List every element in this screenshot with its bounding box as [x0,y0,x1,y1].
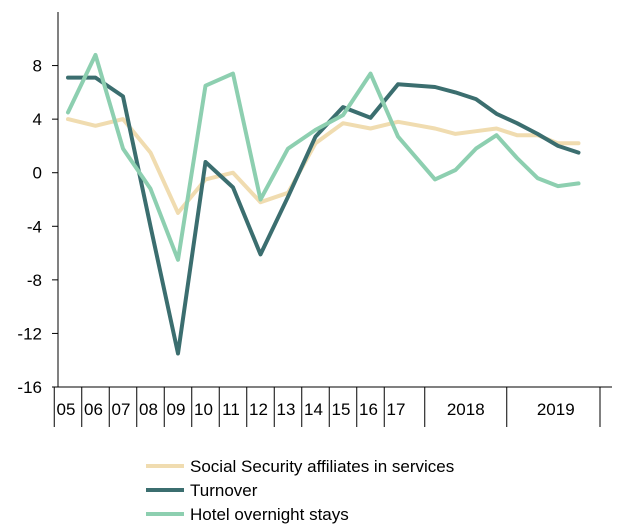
x-tick-label: 12 [249,400,268,419]
series-line-2 [66,75,581,356]
x-tick-label: 10 [194,400,213,419]
y-tick-label: -8 [27,271,42,290]
y-tick-label: 4 [33,110,42,129]
x-tick-label: 2018 [447,400,485,419]
series-layer [66,52,581,356]
legend-label: Social Security affiliates in services [190,457,454,476]
legend-label: Turnover [190,481,258,500]
x-tick-label: 06 [84,400,103,419]
series-line-1 [66,117,581,215]
y-tick-label: -16 [17,378,42,397]
x-tick-label: 14 [304,400,323,419]
x-tick-label: 07 [112,400,131,419]
x-tick-label: 2019 [537,400,575,419]
y-tick-label: 8 [33,57,42,76]
x-tick-label: 13 [277,400,296,419]
x-tick-label: 17 [387,400,406,419]
y-tick-label: -4 [27,217,42,236]
x-tick-label: 05 [57,400,76,419]
x-tick-label: 11 [222,400,240,419]
x-tick-label: 08 [139,400,158,419]
axis-layer: -16 -12 -8 -4 0 4 8 05 06 07 08 09 10 11 12 13 14 15 16 17 2… [17,12,612,427]
legend-label: Hotel overnight stays [190,505,349,524]
y-tick-label: 0 [33,164,42,183]
x-tick-label: 16 [359,400,378,419]
x-tick-label: 15 [332,400,351,419]
series-line-3 [66,52,581,262]
y-tick-label: -12 [17,324,42,343]
legend: Social Security affiliates in services Tu… [146,457,454,524]
x-tick-label: 09 [167,400,186,419]
